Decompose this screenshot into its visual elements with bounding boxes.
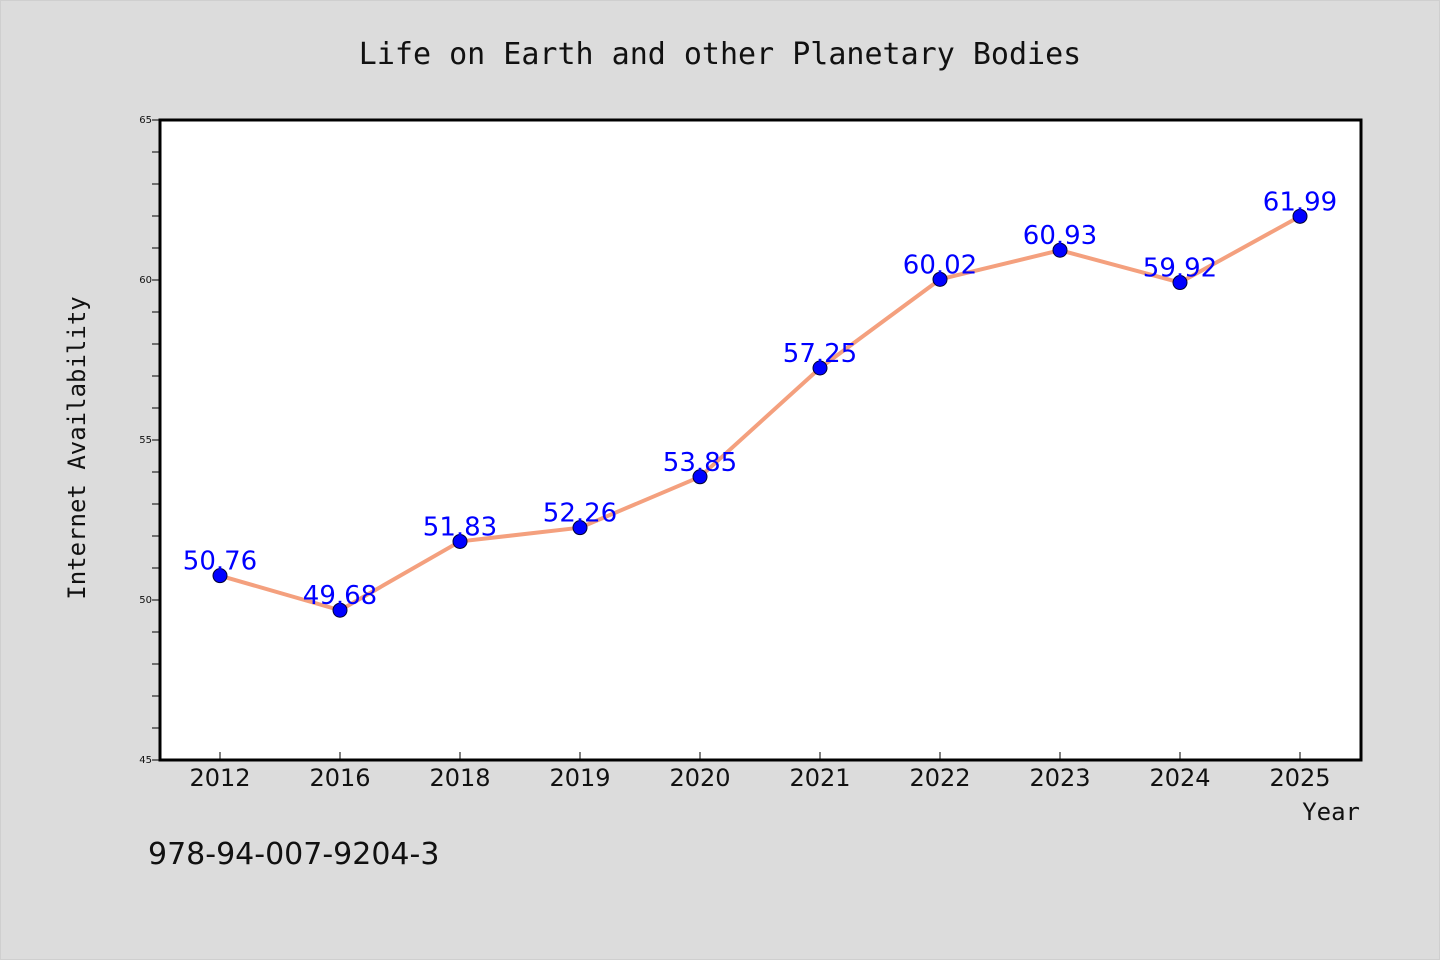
data-label: 60.93 [1023, 221, 1097, 251]
data-point-marker [572, 520, 588, 536]
data-point-marker [332, 602, 348, 618]
data-labels-group: 50.76 49.68 51.83 52.26 53.85 57.25 60.02 60.93… [183, 187, 1337, 611]
y-tick-label: 60 [139, 275, 152, 286]
data-point-marker [932, 271, 948, 287]
x-tick-label: 2022 [909, 764, 970, 792]
x-tick-label: 2012 [189, 764, 250, 792]
y-tick-label: 50 [139, 595, 152, 606]
data-point-marker [812, 360, 828, 376]
y-tick-label: 65 [139, 115, 152, 126]
data-label: 53.85 [663, 448, 737, 478]
x-tick-label: 2018 [429, 764, 490, 792]
y-axis-label: Internet Availability [63, 296, 91, 599]
data-label: 59.92 [1143, 254, 1217, 284]
plot-frame [158, 118, 1363, 762]
data-point-marker [452, 533, 468, 549]
plot-area [160, 120, 1361, 760]
chart-title: Life on Earth and other Planetary Bodies [359, 37, 1081, 72]
data-point-marker [1172, 275, 1188, 291]
data-label: 50.76 [183, 547, 257, 577]
x-tick-label: 2020 [669, 764, 730, 792]
data-point-marker [1292, 208, 1308, 224]
y-tick-label: 45 [139, 755, 152, 766]
series-line-group [218, 214, 1302, 613]
x-tick-label: 2021 [789, 764, 850, 792]
series-line [218, 214, 1302, 613]
x-tick-label: 2019 [549, 764, 610, 792]
data-point-marker [1052, 242, 1068, 258]
x-tick-label: 2016 [309, 764, 370, 792]
data-point-marker [692, 469, 708, 485]
x-tick-label: 2023 [1029, 764, 1090, 792]
data-label: 49.68 [303, 581, 377, 611]
data-label: 52.26 [543, 499, 617, 529]
markers-group [212, 208, 1308, 618]
data-point-marker [212, 568, 228, 584]
data-label: 60.02 [903, 250, 977, 280]
x-tick-label: 2024 [1149, 764, 1210, 792]
x-axis: 2012 2016 2018 2019 2020 2021 2022 2023 2024 2025 [189, 752, 1331, 792]
footer-text: 978-94-007-9204-3 [148, 837, 439, 872]
data-label: 61.99 [1263, 187, 1337, 217]
x-axis-label: Year [1302, 798, 1360, 826]
y-tick-label: 55 [139, 435, 152, 446]
data-label: 57.25 [783, 339, 857, 369]
x-tick-label: 2025 [1269, 764, 1330, 792]
data-label: 51.83 [423, 512, 497, 542]
